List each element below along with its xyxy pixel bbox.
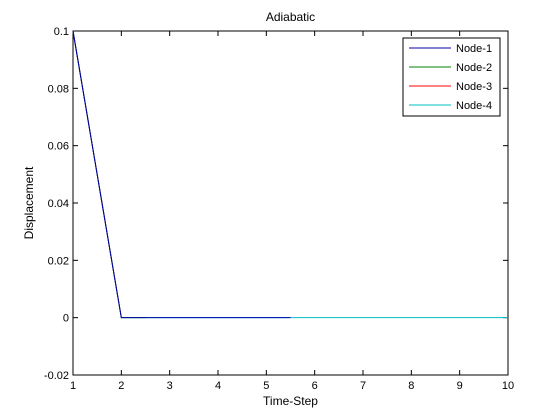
y-tick-label: 0.06 [48, 141, 69, 153]
x-tick-label: 9 [457, 380, 463, 392]
x-axis-label: Time-Step [263, 394, 318, 408]
x-tick-label: 2 [118, 380, 124, 392]
x-tick-label: 4 [215, 380, 221, 392]
chart-title: Adiabatic [266, 10, 315, 24]
legend-label: Node-1 [456, 43, 492, 55]
series-group [72, 30, 508, 319]
y-axis-label: Displacement [22, 166, 36, 239]
y-tick-label: -0.02 [44, 370, 69, 382]
legend-label: Node-4 [456, 100, 492, 112]
y-tick-label: 0.02 [48, 255, 69, 267]
y-tick-label: 0 [63, 313, 69, 325]
y-tick-label: 0.08 [48, 83, 69, 95]
series-line-node-1 [72, 30, 291, 319]
x-tick-label: 8 [408, 380, 414, 392]
x-tick-label: 3 [167, 380, 173, 392]
y-tick-label: 0.1 [54, 26, 69, 38]
x-tick-label: 10 [502, 380, 514, 392]
x-tick-label: 1 [70, 380, 76, 392]
legend-box [402, 37, 501, 117]
x-tick-label: 6 [312, 380, 318, 392]
x-tick-label: 7 [360, 380, 366, 392]
legend-label: Node-3 [456, 81, 492, 93]
x-tick-label: 5 [263, 380, 269, 392]
legend-label: Node-2 [456, 62, 492, 74]
y-tick-label: 0.04 [48, 198, 69, 210]
